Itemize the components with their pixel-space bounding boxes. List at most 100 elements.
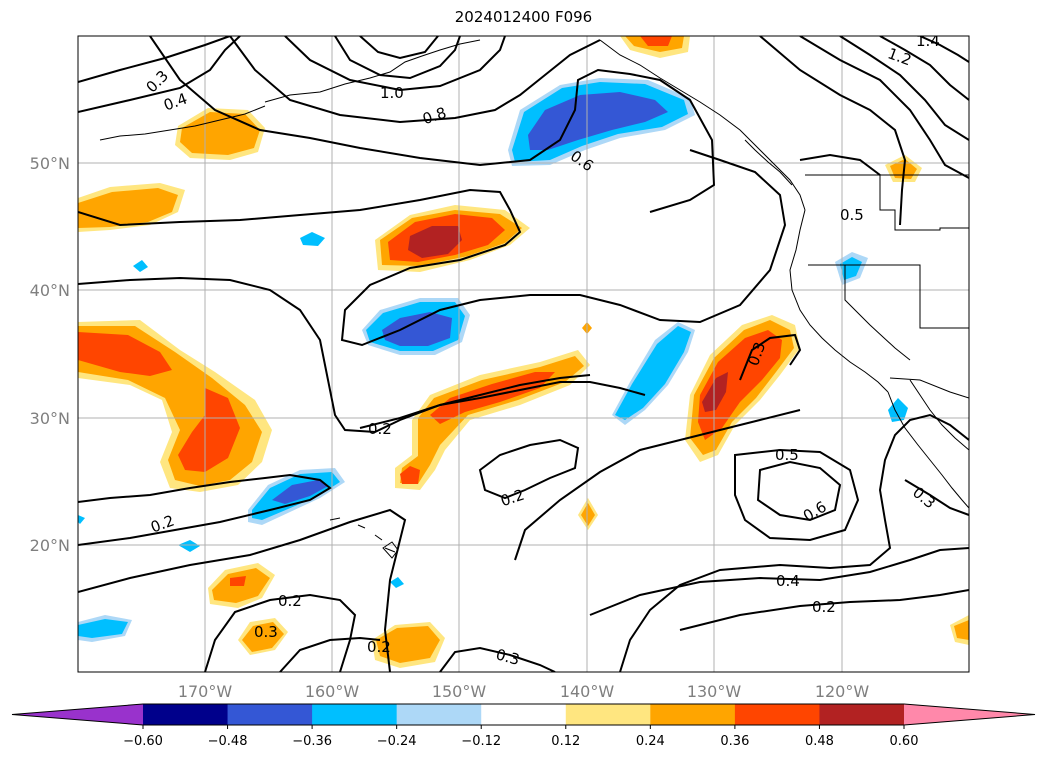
positive-anomaly-alaska-strong — [640, 36, 672, 46]
map-title: 2024012400 F096 — [454, 8, 593, 26]
positive-anomaly-43n-max — [408, 226, 462, 258]
contour-south-4 — [439, 646, 556, 672]
colorbar-segment — [143, 704, 229, 725]
negative-anomaly-small-1 — [300, 232, 325, 246]
negative-anomaly-25n-strong — [272, 480, 328, 504]
contour-0.5-north — [149, 36, 716, 213]
lon-label-140w: 140°W — [560, 682, 615, 701]
colorbar-segment — [819, 704, 905, 725]
contour-lines — [78, 36, 969, 672]
positive-anomaly-west-band-strong-2 — [178, 388, 240, 472]
contour-south-1 — [78, 508, 407, 672]
contour-label: 0.3 — [494, 645, 522, 669]
colorbar-tick-label: 0.24 — [636, 734, 665, 749]
state-border-1 — [808, 264, 969, 329]
contour-label: 1.4 — [916, 32, 940, 50]
contour-label: 0.2 — [368, 420, 392, 438]
colorbar-tick-label: 0.48 — [805, 734, 834, 749]
contour-label: 0.5 — [775, 446, 799, 464]
colorbar-segment — [734, 704, 820, 725]
positive-anomaly-30n-strong-2 — [400, 466, 420, 484]
positive-anomaly-south-3-mid — [376, 626, 440, 663]
lat-label-20n: 20°N — [30, 536, 70, 555]
contour-label: 0.6 — [800, 498, 830, 526]
colorbar-extend-min — [12, 704, 143, 725]
state-border-2 — [844, 265, 911, 361]
lat-label-30n: 30°N — [30, 409, 70, 428]
contour-0.8 — [284, 36, 506, 92]
contour-label: 0.3 — [254, 623, 278, 641]
contour-0.4-west — [78, 276, 646, 434]
colorbar-tick-label: −0.12 — [461, 734, 501, 749]
positive-anomaly-california-strong — [698, 330, 782, 440]
contour-label-south: 0.2 — [367, 638, 391, 656]
negative-anomaly-west-edge-mid — [78, 619, 128, 638]
contour-label: 0.3 — [909, 483, 939, 512]
colorbar-segment — [312, 704, 398, 725]
positive-anomaly-53n-mid — [180, 112, 260, 155]
contour-label: 0.2 — [278, 592, 302, 610]
aleutians — [99, 105, 266, 141]
contour-1.2 — [359, 36, 439, 60]
lon-label-120w: 120°W — [815, 682, 870, 701]
contour-0.3-central — [359, 374, 591, 429]
contour-label: 0.8 — [420, 104, 448, 128]
map-plot-area: 0.3 0.4 1.0 0.8 0.6 0.5 1.2 1.4 0.3 0.2 … — [78, 32, 969, 672]
colorbar-segment — [650, 704, 736, 725]
contour-0.4-lower — [589, 547, 969, 616]
contour-0.4-north — [78, 36, 241, 113]
alaska-coast — [264, 39, 481, 103]
lon-label-150w: 150°W — [432, 682, 487, 701]
contour-label: 0.2 — [498, 486, 526, 510]
negative-anomaly-small-2 — [133, 260, 148, 272]
negative-anomaly-small-4 — [390, 577, 404, 588]
contour-0.5-coast — [799, 153, 881, 176]
colorbar-extend-max — [904, 704, 1035, 725]
contour-label: 0.5 — [840, 206, 864, 224]
positive-anomaly-mexico-mid — [954, 620, 969, 640]
colorbar-tick-label: −0.60 — [123, 734, 163, 749]
contour-label: 0.4 — [161, 89, 190, 114]
longitude-labels: 170°W 160°W 150°W 140°W 130°W 120°W — [178, 682, 870, 701]
negative-anomaly-small-5 — [78, 515, 85, 524]
colorbar-tick-label: −0.24 — [377, 734, 417, 749]
lon-label-130w: 130°W — [687, 682, 742, 701]
contour-label: 1.0 — [380, 84, 404, 102]
colorbar-segment — [396, 704, 482, 725]
positive-anomaly-south-4-mid — [581, 503, 595, 526]
contour-0.6-loop — [756, 460, 842, 522]
contour-ne-2 — [799, 36, 969, 179]
colorbar-tick-label: 0.60 — [890, 734, 919, 749]
hawaii — [329, 517, 396, 553]
lon-label-160w: 160°W — [305, 682, 360, 701]
colorbar: −0.60 −0.48 −0.36 −0.24 −0.12 0.12 0.24 0.36 0.4… — [11, 703, 1036, 749]
negative-anomaly-diagonal-mid — [615, 326, 691, 420]
colorbar-tick-label: 0.12 — [551, 734, 580, 749]
contour-ne-3 — [839, 36, 969, 141]
contour-label: 0.2 — [148, 511, 177, 536]
contour-label: 1.2 — [885, 44, 914, 69]
positive-anomaly-fields — [78, 36, 969, 668]
latitude-labels: 20°N 30°N 40°N 50°N — [30, 154, 70, 555]
contour-0.5-loop — [734, 448, 860, 542]
bc-islands — [744, 139, 793, 186]
contour-0.5-east — [619, 413, 969, 672]
us-mexico-border — [889, 377, 969, 399]
contour-0.2-west — [78, 473, 332, 546]
lat-label-50n: 50°N — [30, 154, 70, 173]
colorbar-tick-label: −0.48 — [208, 734, 248, 749]
baja-california — [887, 391, 969, 509]
contour-0.6 — [229, 36, 601, 124]
contour-0.2-loop — [478, 438, 580, 500]
positive-anomaly-west-band-strong — [78, 332, 172, 376]
colorbar-segment — [565, 704, 651, 725]
contour-big-loop — [78, 149, 787, 347]
contour-label: 0.2 — [812, 598, 836, 616]
contour-south-2 — [204, 593, 357, 672]
us-west-coast — [789, 209, 889, 393]
colorbar-segment — [481, 704, 567, 725]
contour-ne-1 — [759, 36, 907, 226]
colorbar-tick-label: 0.36 — [720, 734, 749, 749]
colorbar-tick-label: −0.36 — [292, 734, 332, 749]
